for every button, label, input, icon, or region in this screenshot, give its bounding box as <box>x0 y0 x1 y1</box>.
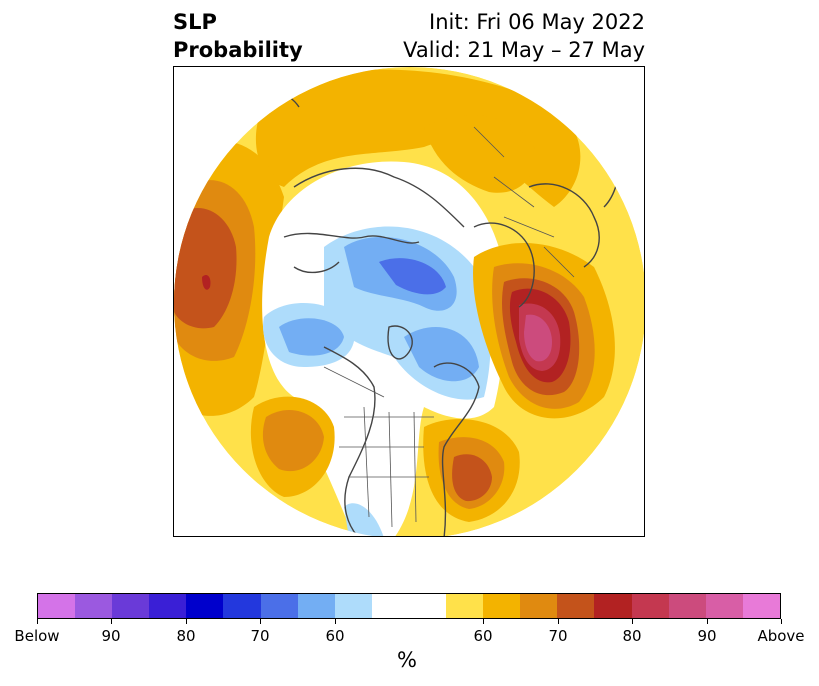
colorbar-tick-mark <box>781 619 782 624</box>
map-panel <box>173 66 645 537</box>
colorbar-unit-label: % <box>397 648 417 672</box>
colorbar-tick-mark <box>37 619 38 624</box>
colorbar-tick-label: 90 <box>697 627 717 645</box>
colorbar-tick-label: Below <box>14 627 60 645</box>
colorbar-segment <box>371 594 447 618</box>
colorbar-segment <box>483 594 521 618</box>
colorbar-segment <box>297 594 335 618</box>
colorbar-tick-label: 70 <box>250 627 270 645</box>
colorbar-tick-mark <box>260 619 261 624</box>
colorbar-tick-mark <box>483 619 484 624</box>
colorbar-segment <box>594 594 632 618</box>
colorbar-tick-mark <box>632 619 633 624</box>
colorbar-segment <box>38 594 76 618</box>
below-60-southwest <box>344 503 384 536</box>
colorbar-tick-mark <box>111 619 112 624</box>
colorbar <box>37 593 781 619</box>
probability-map <box>174 67 644 536</box>
colorbar-tick-label: 90 <box>101 627 121 645</box>
colorbar-tick-label: 70 <box>548 627 568 645</box>
colorbar-tick-mark <box>558 619 559 624</box>
below-65-alaska <box>279 318 344 356</box>
below-65-canada <box>404 327 479 382</box>
colorbar-segment <box>520 594 558 618</box>
colorbar-segment <box>631 594 669 618</box>
colorbar-segment <box>149 594 187 618</box>
colorbar-tick-mark <box>707 619 708 624</box>
title-variable: SLP <box>173 10 217 34</box>
colorbar-segment <box>742 594 780 618</box>
above-90-atlantic <box>524 314 552 362</box>
above-65-scandinavia <box>424 115 535 193</box>
colorbar-tick-label: 80 <box>176 627 196 645</box>
title-product: Probability <box>173 38 303 62</box>
above-70-westna <box>262 409 324 472</box>
colorbar-segment <box>112 594 150 618</box>
map-title-right: Init: Fri 06 May 2022 Valid: 21 May – 27… <box>403 8 645 64</box>
colorbar-segment <box>446 594 484 618</box>
above-80-pacific <box>202 275 211 290</box>
colorbar-tick-label: 80 <box>622 627 642 645</box>
above-65-belt-north <box>255 69 581 207</box>
colorbar-segment <box>186 594 224 618</box>
map-title-left: SLP Probability <box>173 8 303 64</box>
colorbar-tick-label: 60 <box>473 627 493 645</box>
colorbar-segment <box>334 594 372 618</box>
colorbar-segment <box>260 594 298 618</box>
colorbar-segment <box>223 594 261 618</box>
below-70-siberia <box>379 258 446 295</box>
colorbar-tick-label: Above <box>757 627 805 645</box>
colorbar-tick-mark <box>335 619 336 624</box>
colorbar-tick-mark <box>186 619 187 624</box>
colorbar-segment <box>557 594 595 618</box>
country-borders <box>323 126 575 528</box>
above-75-pacific <box>174 208 237 329</box>
colorbar-segment <box>668 594 706 618</box>
colorbar-segment <box>75 594 113 618</box>
colorbar-segment <box>705 594 743 618</box>
title-init-date: Init: Fri 06 May 2022 <box>429 10 645 34</box>
above-75-eastus <box>452 454 492 502</box>
colorbar-tick-label: 60 <box>325 627 345 645</box>
title-valid-range: Valid: 21 May – 27 May <box>403 38 645 62</box>
